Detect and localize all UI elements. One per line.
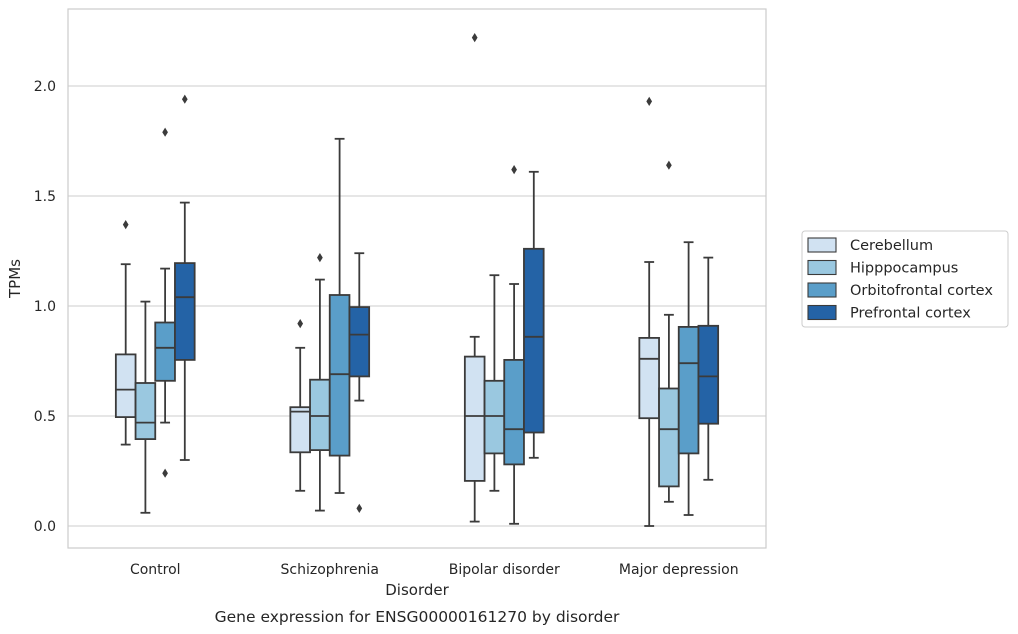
chart-caption: Gene expression for ENSG00000161270 by d… <box>215 608 620 626</box>
box-iqr <box>174 262 196 361</box>
box-group <box>677 241 700 516</box>
y-tick-label: 2.0 <box>34 79 56 95</box>
y-tick-label: 1.0 <box>34 299 56 315</box>
box-iqr <box>638 336 660 420</box>
box-iqr <box>697 324 720 425</box>
y-tick-label: 0.0 <box>34 519 56 535</box>
outlier-point <box>162 127 168 137</box>
x-tick-labels: Control Schizophrenia Bipolar disorder Majo… <box>130 562 739 578</box>
box-iqr <box>289 406 311 454</box>
legend-label: Cerebellum <box>850 238 933 254</box>
x-axis-label: Disorder <box>385 581 449 599</box>
box-group <box>134 300 157 514</box>
plot-frame <box>67 8 767 549</box>
legend-swatch <box>807 259 837 276</box>
boxes-layer <box>114 33 720 527</box>
box-iqr <box>328 294 351 457</box>
outlier-point <box>181 94 188 104</box>
box-iqr <box>483 379 506 455</box>
outlier-point <box>471 33 478 43</box>
box-group <box>348 252 371 513</box>
box-group <box>463 33 486 523</box>
box-group <box>523 170 545 459</box>
x-tick-label: Schizophrenia <box>281 562 379 578</box>
legend-label: Prefrontal cortex <box>850 306 971 322</box>
legend-swatch <box>807 237 837 253</box>
box-group <box>658 160 680 503</box>
x-tick-label: Bipolar disorder <box>449 562 560 578</box>
box-group <box>174 94 196 461</box>
outlier-point <box>646 96 653 106</box>
outlier-point <box>356 503 363 513</box>
y-tick-labels: 0.0 0.5 1.0 1.5 2.0 <box>34 79 56 535</box>
box-iqr <box>523 247 545 434</box>
box-iqr <box>658 387 680 488</box>
legend-swatch <box>807 304 837 321</box>
box-iqr <box>154 321 176 382</box>
box-group <box>309 253 331 512</box>
box-group <box>697 256 720 481</box>
y-axis-label: TPMs <box>6 259 24 299</box>
box-iqr <box>134 382 157 440</box>
outlier-point <box>297 319 304 329</box>
box-iqr <box>114 353 137 418</box>
box-group <box>483 274 506 492</box>
box-group <box>503 165 525 525</box>
outlier-point <box>162 468 168 478</box>
x-tick-label: Control <box>130 562 181 578</box>
box-group <box>154 127 176 478</box>
y-tick-label: 1.5 <box>34 189 56 205</box>
box-iqr <box>677 325 700 455</box>
legend: Cerebellum Hipppocampus Orbitofrontal cort… <box>801 230 1009 328</box>
legend-label: Hipppocampus <box>850 261 958 277</box>
box-group <box>328 137 351 494</box>
box-group <box>289 319 311 492</box>
legend-frame <box>801 230 1009 328</box>
box-iqr <box>503 358 525 466</box>
y-tick-label: 0.5 <box>34 409 56 425</box>
box-group <box>114 220 137 446</box>
outlier-point <box>317 253 323 263</box>
outlier-point <box>122 220 129 230</box>
outlier-point <box>666 160 672 170</box>
outlier-point <box>511 165 517 175</box>
legend-label: Orbitofrontal cortex <box>850 283 993 299</box>
x-tick-label: Major depression <box>619 562 739 578</box>
box-iqr <box>348 306 371 378</box>
box-group <box>638 96 660 527</box>
box-iqr <box>309 378 331 452</box>
legend-swatch <box>807 282 837 298</box>
box-iqr <box>463 355 486 482</box>
